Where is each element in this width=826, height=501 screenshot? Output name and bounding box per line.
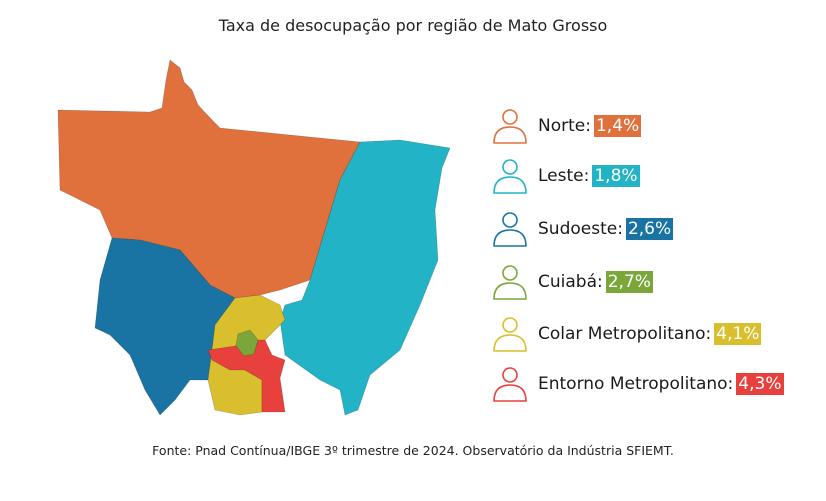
- legend-item-norte: Norte: 1,4%: [490, 106, 642, 146]
- person-icon: [493, 212, 527, 247]
- legend-label: Leste:: [538, 166, 590, 186]
- legend-value: 1,8%: [592, 165, 640, 187]
- legend-label: Cuiabá:: [538, 272, 603, 292]
- legend-value: 4,1%: [714, 323, 762, 345]
- legend-item-entorno: Entorno Metropolitano: 4,3%: [490, 364, 784, 404]
- region-cuiaba: [235, 329, 259, 357]
- mato-grosso-map: [57, 59, 451, 416]
- person-icon: [493, 109, 527, 144]
- region-norte: [57, 59, 361, 299]
- person-icon: [493, 367, 527, 402]
- legend-label: Entorno Metropolitano:: [538, 374, 734, 394]
- legend-item-colar: Colar Metropolitano: 4,1%: [490, 314, 762, 354]
- legend-value: 4,3%: [736, 373, 784, 395]
- legend-item-sudoeste: Sudoeste: 2,6%: [490, 209, 674, 249]
- person-icon: [493, 317, 527, 352]
- legend-value: 2,6%: [625, 218, 674, 240]
- person-icon: [493, 159, 527, 194]
- legend-label: Colar Metropolitano:: [538, 324, 712, 344]
- legend-item-cuiaba: Cuiabá: 2,7%: [490, 262, 653, 302]
- person-icon: [493, 265, 527, 300]
- region-leste: [279, 139, 451, 416]
- legend-value: 2,7%: [605, 271, 653, 293]
- chart-title: Taxa de desocupação por região de Mato G…: [218, 16, 608, 35]
- region-sudoeste: [94, 237, 236, 416]
- legend-label: Sudoeste:: [538, 219, 623, 239]
- legend-value: 1,4%: [593, 115, 642, 137]
- legend-item-leste: Leste: 1,8%: [490, 156, 640, 196]
- legend-label: Norte:: [538, 116, 591, 136]
- source-note: Fonte: Pnad Contínua/IBGE 3º trimestre d…: [152, 443, 674, 458]
